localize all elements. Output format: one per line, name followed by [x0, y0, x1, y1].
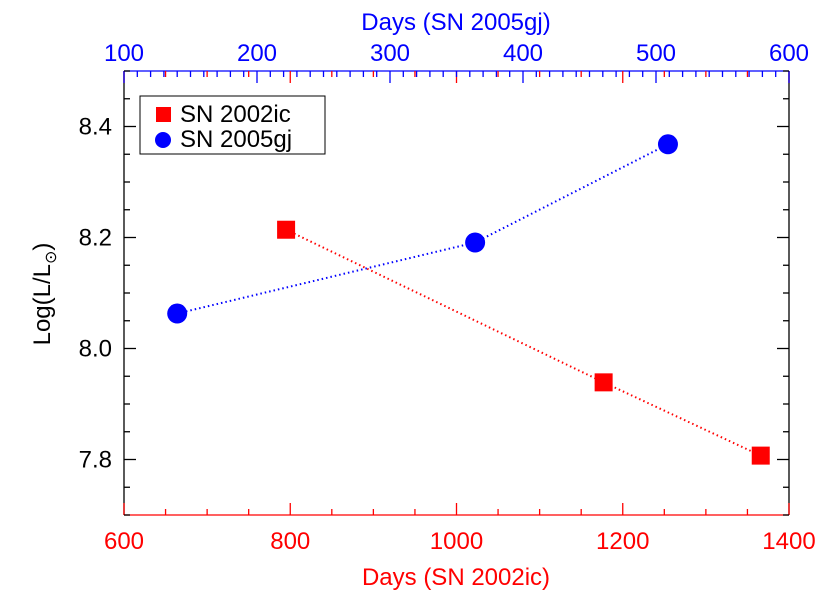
data-point-square — [594, 373, 613, 392]
x2-tick-label: 100 — [104, 40, 144, 67]
x2-tick-label: 300 — [370, 40, 410, 67]
series-line-1 — [176, 143, 669, 315]
legend-label-sn2005gj: SN 2005gj — [180, 126, 292, 153]
y-axis-label-sub: ⊙ — [43, 251, 60, 264]
y-axis-label-main: Log(L/L — [29, 264, 56, 345]
x2-axis-label: Days (SN 2005gj) — [361, 9, 550, 36]
data-point-circle — [657, 134, 678, 155]
y-tick-label: 8.0 — [79, 336, 112, 363]
x2-tick-label: 600 — [769, 40, 809, 67]
legend: SN 2002ic SN 2005gj — [139, 95, 326, 155]
legend-marker-sn2002ic — [156, 107, 171, 122]
x-tick-label: 1200 — [596, 528, 649, 555]
data-point-circle — [167, 303, 188, 324]
y-axis-label: Log(L/L⊙) — [29, 243, 60, 346]
x-tick-label: 1000 — [430, 528, 483, 555]
series-line-0 — [285, 228, 762, 457]
y-axis-label-close: ) — [29, 243, 56, 251]
x2-tick-label: 400 — [503, 40, 543, 67]
y-tick-label: 7.8 — [79, 447, 112, 474]
data-marks — [167, 134, 770, 465]
data-point-square — [277, 220, 296, 239]
data-point-circle — [465, 232, 486, 253]
x-tick-label: 600 — [104, 528, 144, 555]
x-tick-label: 800 — [270, 528, 310, 555]
x-axis-label: Days (SN 2002ic) — [362, 564, 550, 591]
x2-tick-label: 200 — [237, 40, 277, 67]
x2-tick-label: 500 — [636, 40, 676, 67]
y-tick-label: 8.2 — [79, 225, 112, 252]
y-tick-label: 8.4 — [79, 114, 112, 141]
data-point-square — [751, 446, 770, 465]
legend-label-sn2002ic: SN 2002ic — [180, 101, 291, 128]
legend-box — [139, 95, 326, 155]
x-tick-label: 1400 — [762, 528, 815, 555]
legend-marker-sn2005gj — [155, 132, 171, 148]
axes: 600 800 1000 1200 1400 100 200 300 400 500 600 7.8 8… — [79, 40, 816, 555]
